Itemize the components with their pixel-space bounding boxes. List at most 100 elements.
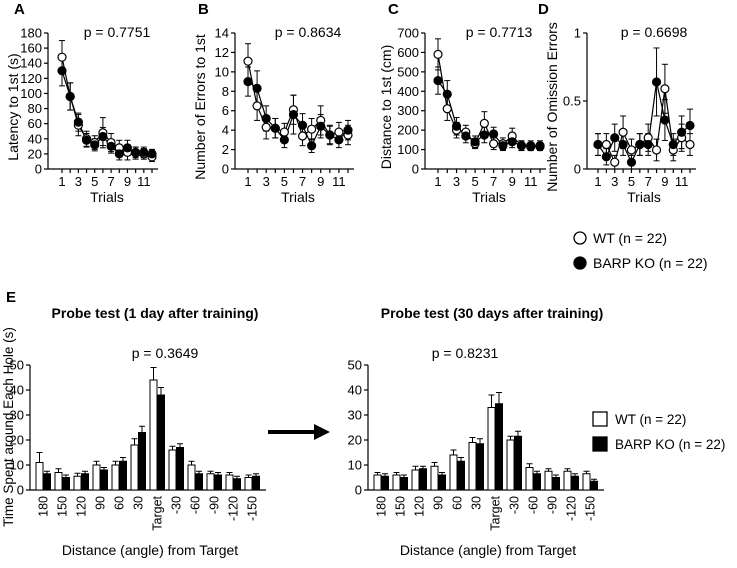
p-value: p = 0.3649 <box>132 345 199 361</box>
data-point-ko <box>252 83 262 93</box>
bar-wt <box>544 470 553 491</box>
x-tick-label: 90 <box>94 496 108 510</box>
data-point-ko <box>470 137 480 147</box>
x-tick-label: 9 <box>661 174 668 189</box>
data-point-ko <box>507 137 517 147</box>
y-tick-label: 500 <box>397 64 419 79</box>
x-tick-label: 5 <box>628 174 635 189</box>
bar-wt <box>225 474 234 491</box>
y-tick-label: 400 <box>397 84 419 99</box>
bar-ko <box>233 478 241 491</box>
bar-ko <box>476 443 484 491</box>
data-point-ko <box>651 77 662 87</box>
x-tick-label: 5 <box>281 174 288 189</box>
data-point-ko <box>343 125 353 135</box>
data-point-ko <box>98 131 108 142</box>
data-point-ko <box>261 113 271 124</box>
x-tick-label: 5 <box>91 174 98 189</box>
p-value: p = 0.8231 <box>432 345 499 361</box>
data-point-ko <box>147 149 157 159</box>
y-tick-label: 0 <box>17 483 24 498</box>
data-point-ko <box>316 121 326 131</box>
bar-wt <box>35 462 44 491</box>
data-point-ko <box>685 120 695 131</box>
data-point-ko <box>65 91 75 102</box>
right-arrow-icon <box>268 424 330 440</box>
x-tick-label: 5 <box>471 174 478 189</box>
x-tick-label: 120 <box>75 496 89 517</box>
data-point-wt <box>334 127 344 137</box>
data-point-wt <box>297 131 308 141</box>
x-tick-label: 7 <box>490 174 497 189</box>
bar-ko <box>214 474 222 491</box>
panel-label-C: C <box>388 1 399 18</box>
p-value: p = 0.8634 <box>275 24 342 40</box>
data-point-ko <box>279 135 289 145</box>
y-tick-label: 0 <box>412 162 419 177</box>
bar-wt <box>206 473 215 491</box>
x-axis-label: Trials <box>281 189 315 205</box>
y-tick-label: 30 <box>10 408 24 423</box>
bar-wt <box>54 472 63 491</box>
bar-wt <box>111 464 120 491</box>
data-point-ko <box>643 139 653 150</box>
data-point-ko <box>461 131 471 141</box>
p-value: p = 0.6698 <box>621 24 688 40</box>
bar-wt <box>506 439 515 491</box>
data-point-ko <box>498 141 508 151</box>
bar-wt <box>449 454 458 491</box>
x-tick-label: -150 <box>246 496 260 521</box>
x-axis-label: Trials <box>90 189 124 205</box>
data-point-ko <box>106 141 116 151</box>
data-point-wt <box>279 127 289 137</box>
y-tick-label: 300 <box>397 103 419 118</box>
x-tick-label: 90 <box>432 496 446 510</box>
y-tick-label: 180 <box>20 26 42 41</box>
y-tick-label: 6 <box>222 103 229 118</box>
bar-ko <box>419 468 427 491</box>
legend-marker-wt <box>592 411 608 427</box>
y-tick-label: 80 <box>28 101 42 116</box>
legend-marker-wt <box>573 231 587 245</box>
x-tick-label: -60 <box>527 496 541 514</box>
data-point-ko <box>325 130 335 140</box>
y-axis-label: Time Spent around Each Hole (s) <box>1 327 16 527</box>
bar-ko <box>100 469 108 491</box>
x-tick-label: 60 <box>113 496 127 510</box>
bar-wt <box>244 477 253 491</box>
y-tick-label: 20 <box>28 146 42 161</box>
x-tick-label: 180 <box>37 496 51 517</box>
series-line-ko <box>437 80 540 147</box>
y-tick-label: 40 <box>348 383 362 398</box>
y-tick-label: 0 <box>355 483 362 498</box>
y-tick-label: 600 <box>397 45 419 60</box>
arrow-head <box>314 424 330 440</box>
y-tick-label: 50 <box>348 358 362 373</box>
panel-label-D: D <box>538 1 549 18</box>
data-point-wt <box>479 118 489 128</box>
data-point-ko <box>57 66 67 76</box>
bar-wt <box>92 464 101 491</box>
y-tick-label: 700 <box>397 26 419 41</box>
x-tick-label: 9 <box>317 174 324 189</box>
bar-ko <box>533 473 541 491</box>
data-point-wt <box>57 52 67 62</box>
y-tick-label: 50 <box>10 358 24 373</box>
y-tick-label: 40 <box>28 131 42 146</box>
data-point-ko <box>635 139 645 150</box>
x-tick-label: 9 <box>124 174 131 189</box>
bar-ko <box>514 435 522 491</box>
data-point-ko <box>660 115 670 125</box>
y-tick-label: 14 <box>215 26 229 41</box>
data-point-ko <box>90 140 100 150</box>
data-point-ko <box>433 75 443 86</box>
legend-top: WT (n = 22) BARP KO (n = 22) <box>573 230 708 271</box>
y-tick-label: 0 <box>574 162 581 177</box>
y-tick-label: 8 <box>222 84 229 99</box>
legend-label: BARP KO (n = 22) <box>593 255 708 271</box>
bar-wt <box>187 464 196 491</box>
y-tick-label: 120 <box>20 71 42 86</box>
bar-ko <box>252 475 260 491</box>
bar-ko <box>119 460 127 491</box>
